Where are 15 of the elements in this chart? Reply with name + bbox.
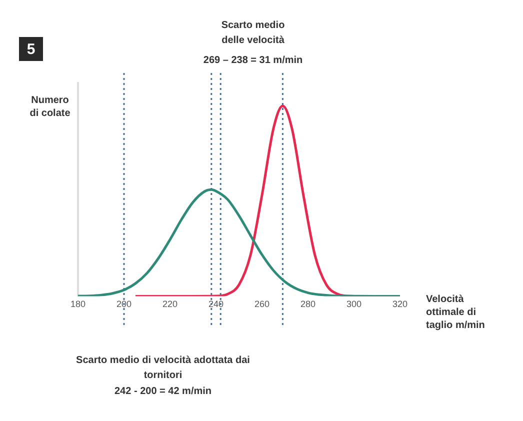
text: 242 - 200 = 42 m/min	[114, 386, 212, 397]
text: Scarto medio di velocità adottata dai tornitori	[76, 354, 250, 381]
text: Scarto medio delle velocità	[221, 20, 285, 46]
x-tick-label: 280	[300, 299, 316, 310]
text: 269 – 238 = 31 m/min	[203, 54, 303, 66]
y-axis-title: Numero di colate	[30, 94, 71, 119]
x-tick-label: 320	[392, 299, 408, 310]
text: 5	[26, 41, 36, 58]
x-tick-label: 220	[162, 299, 178, 310]
x-tick-label: 200	[116, 299, 132, 310]
x-tick-label: 240	[208, 299, 224, 310]
x-tick-label: 180	[70, 299, 86, 310]
x-tick-label: 260	[254, 299, 270, 310]
x-axis-title: Velocità ottimale di taglio m/min	[426, 294, 485, 331]
x-tick-label: 300	[346, 299, 362, 310]
